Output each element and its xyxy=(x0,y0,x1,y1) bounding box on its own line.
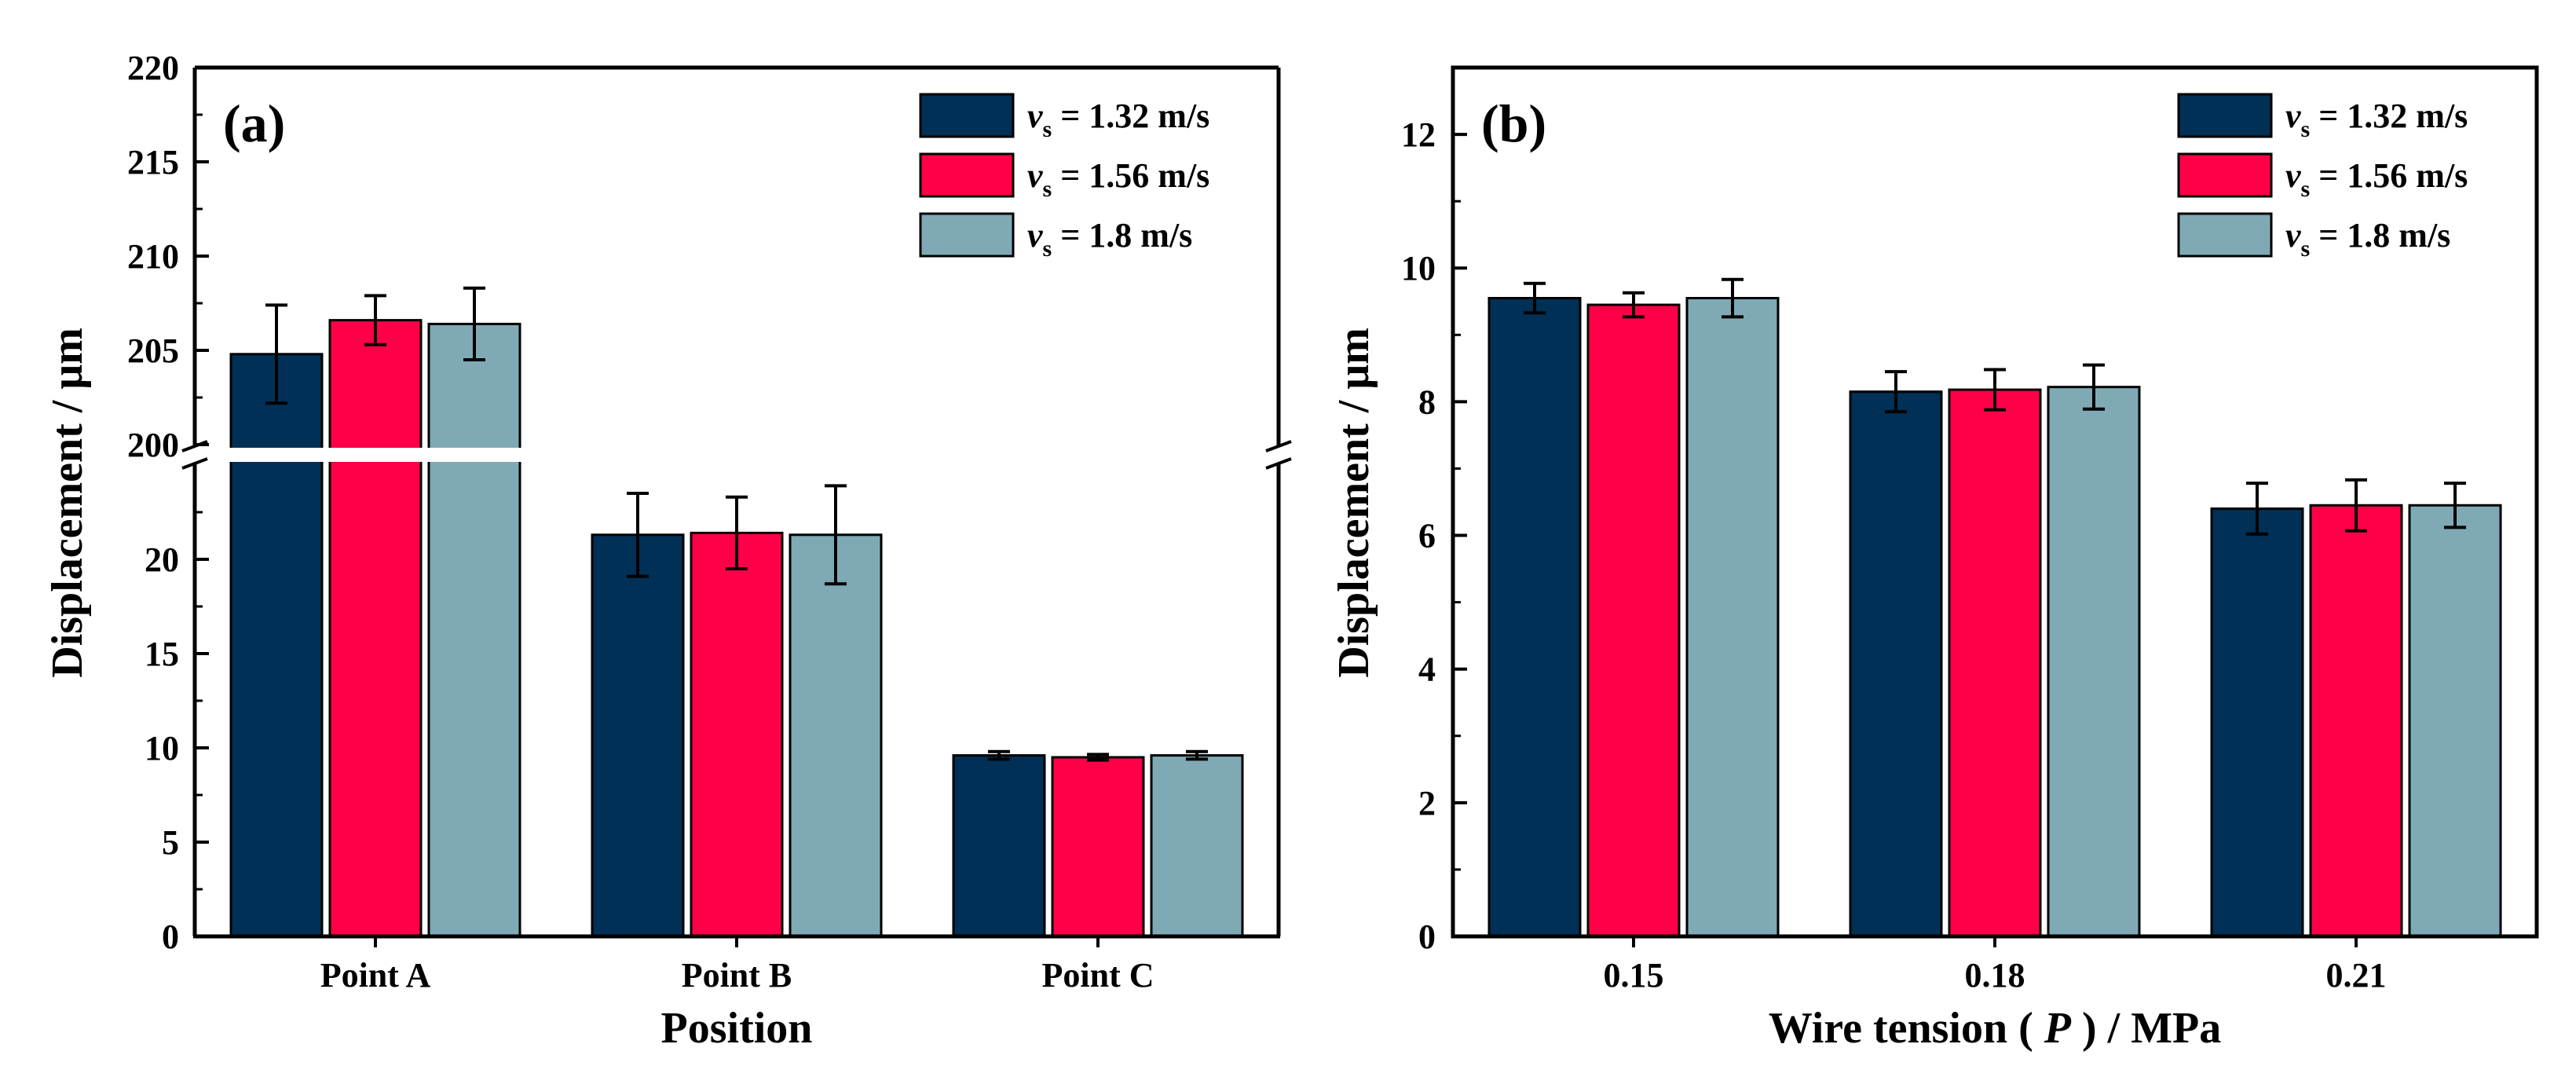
bar-b-3-1 xyxy=(2210,507,2304,938)
legend-swatch-1 xyxy=(919,93,1015,138)
bar-b-1-1 xyxy=(1487,297,1582,938)
ytick-label-a-0: 0 xyxy=(162,918,179,956)
panel-b-legend: vs = 1.32 m/s vs = 1.56 m/s vs = 1.8 m/s xyxy=(2177,93,2468,262)
xtick-label-a-3: Point C xyxy=(1042,956,1154,995)
legend-label-1: vs = 1.32 m/s xyxy=(1027,97,1209,142)
panel-a-chart: 0 5 10 15 20 200 205 210 215 220 Point A Point B Poi… xyxy=(43,49,1292,1053)
bar-a-2-3 xyxy=(789,533,883,938)
bar-a-1-3 xyxy=(427,322,521,938)
legend-swatch-2 xyxy=(919,152,1015,198)
panel-b-error-bars xyxy=(1524,277,2466,536)
ytick-label-b-8: 8 xyxy=(1418,383,1436,421)
ytick-label-a-5: 5 xyxy=(162,823,179,862)
legend-swatch-1 xyxy=(2177,93,2273,138)
ytick-label-b-2: 2 xyxy=(1418,784,1436,822)
panel-a-ylabel: Displacement / μm xyxy=(43,328,92,677)
xtick-label-b-2: 0.18 xyxy=(1965,956,2025,995)
ytick-label-a-220: 220 xyxy=(127,49,179,87)
axis-break-gap xyxy=(185,448,1288,462)
bar-a-2-2 xyxy=(690,531,784,938)
panel-b-xlabel: Wire tension ( P ) / MPa xyxy=(1769,1004,2222,1053)
bar-a-3-2 xyxy=(1051,756,1145,938)
ytick-label-a-210: 210 xyxy=(127,237,179,276)
panel-b-ylabel: Displacement / μm xyxy=(1330,328,1378,677)
panel-a-error-bars xyxy=(265,286,1208,762)
legend-swatch-2 xyxy=(2177,152,2273,198)
panel-a-ticks: 0 5 10 15 20 200 205 210 215 220 Point A Point B Poi… xyxy=(127,49,1154,995)
bar-a-3-3 xyxy=(1150,754,1244,938)
ytick-label-b-12: 12 xyxy=(1401,115,1436,154)
ytick-label-b-0: 0 xyxy=(1418,918,1436,956)
bar-b-2-2 xyxy=(1948,388,2042,938)
bar-a-2-1 xyxy=(591,533,685,938)
bar-a-3-1 xyxy=(952,754,1046,938)
panel-a-legend: vs = 1.32 m/s vs = 1.56 m/s vs = 1.8 m/s xyxy=(919,93,1209,262)
ytick-label-a-215: 215 xyxy=(127,143,179,181)
bar-a-1-2 xyxy=(328,319,423,938)
legend-label-1: vs = 1.32 m/s xyxy=(2285,97,2468,142)
bar-b-3-2 xyxy=(2309,504,2403,938)
xtick-label-b-3: 0.21 xyxy=(2326,956,2387,995)
panel-a-xlabel: Position xyxy=(661,1004,813,1053)
xtick-label-b-1: 0.15 xyxy=(1604,956,1664,995)
panel-b-ticks: 0 2 4 6 8 10 12 0.15 0.18 0.21 xyxy=(1401,115,2387,995)
legend-swatch-3 xyxy=(919,212,1015,258)
xtick-label-a-2: Point B xyxy=(682,956,792,995)
ytick-label-b-10: 10 xyxy=(1401,249,1436,288)
bar-b-2-3 xyxy=(2047,386,2141,938)
panel-b-label: (b) xyxy=(1481,93,1546,153)
legend-label-3: vs = 1.8 m/s xyxy=(1027,216,1192,262)
bar-b-2-1 xyxy=(1849,390,1943,938)
ytick-label-a-10: 10 xyxy=(145,729,179,767)
panel-b-chart: 0 2 4 6 8 10 12 0.15 0.18 0.21 (b) Wire tension (… xyxy=(1330,65,2539,1053)
bar-b-3-3 xyxy=(2408,504,2502,938)
ytick-label-a-15: 15 xyxy=(145,635,179,673)
legend-label-2: vs = 1.56 m/s xyxy=(2285,156,2468,202)
legend-label-3: vs = 1.8 m/s xyxy=(2285,216,2450,262)
legend-swatch-3 xyxy=(2177,212,2273,258)
ytick-label-a-200: 200 xyxy=(127,426,179,464)
ytick-label-b-4: 4 xyxy=(1418,650,1436,689)
bar-a-1-1 xyxy=(229,353,324,938)
ytick-label-b-6: 6 xyxy=(1418,517,1436,555)
panel-a-bars xyxy=(229,319,1244,938)
bar-b-1-3 xyxy=(1685,297,1780,938)
xtick-label-a-1: Point A xyxy=(320,956,431,995)
panel-a-label: (a) xyxy=(223,93,285,153)
ytick-label-a-20: 20 xyxy=(145,540,179,579)
panel-b-bars xyxy=(1487,297,2502,938)
legend-label-2: vs = 1.56 m/s xyxy=(1027,156,1209,202)
ytick-label-a-205: 205 xyxy=(127,332,179,370)
bar-b-1-2 xyxy=(1586,303,1681,938)
